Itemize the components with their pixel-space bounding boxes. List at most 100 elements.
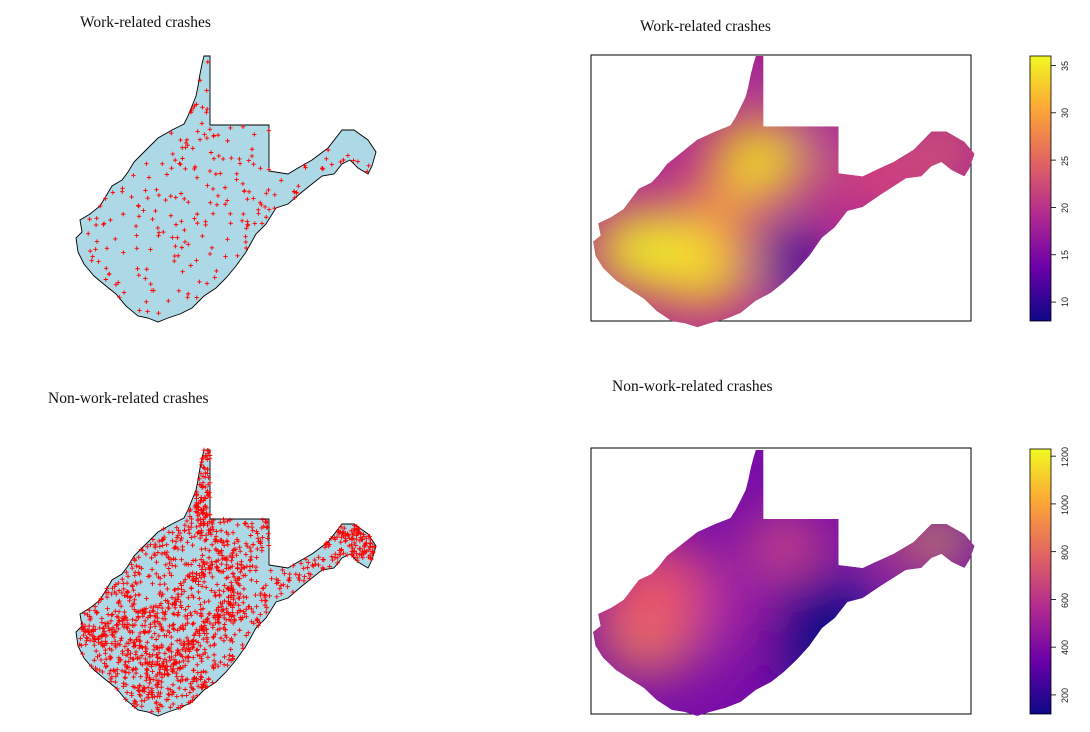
crash-marker	[195, 652, 201, 658]
crash-marker	[363, 535, 369, 541]
crash-marker	[346, 543, 352, 549]
crash-marker	[205, 106, 210, 112]
crash-marker	[203, 219, 208, 224]
crash-marker	[179, 245, 185, 250]
crash-marker	[204, 505, 210, 511]
crash-marker	[139, 653, 145, 659]
crash-marker	[222, 654, 227, 660]
crash-marker	[187, 514, 193, 519]
crash-marker	[206, 611, 212, 617]
crash-marker	[193, 509, 199, 515]
crash-marker	[158, 627, 164, 632]
crash-marker	[179, 693, 185, 699]
crash-marker	[282, 571, 287, 576]
work-density-legend	[1029, 55, 1056, 322]
crash-marker	[143, 276, 148, 281]
crash-marker	[213, 620, 218, 626]
crash-marker	[246, 189, 252, 195]
crash-marker	[197, 516, 203, 522]
crash-marker	[201, 559, 207, 565]
crash-marker	[290, 589, 296, 595]
state-outline	[75, 55, 377, 323]
crash-marker	[210, 622, 216, 628]
crash-marker	[189, 108, 194, 114]
crash-marker	[244, 563, 250, 569]
crash-marker	[124, 624, 130, 630]
crash-marker	[106, 272, 112, 277]
crash-marker	[200, 511, 206, 516]
crash-marker	[211, 134, 216, 139]
crash-marker	[227, 588, 233, 593]
crash-marker	[154, 645, 160, 650]
crash-marker	[197, 523, 203, 529]
crash-marker	[296, 575, 301, 581]
crash-marker	[244, 543, 250, 549]
crash-marker	[182, 227, 187, 233]
crash-marker	[98, 641, 104, 647]
crash-marker	[198, 656, 204, 662]
crash-marker	[119, 668, 125, 674]
crash-marker	[203, 452, 208, 458]
title-nonwork-points: Non-work-related crashes	[48, 390, 209, 407]
crash-marker	[168, 193, 173, 199]
crash-marker	[210, 517, 216, 523]
crash-marker	[98, 203, 103, 209]
crash-marker	[243, 614, 249, 620]
crash-marker	[176, 527, 181, 533]
crash-marker	[144, 161, 149, 166]
crash-marker	[249, 606, 254, 612]
crash-marker	[194, 258, 199, 263]
crash-marker	[248, 554, 254, 560]
crash-marker	[173, 243, 178, 249]
crash-marker	[196, 596, 202, 601]
crash-marker	[178, 162, 183, 167]
crash-marker	[199, 529, 204, 535]
crash-marker	[237, 544, 243, 550]
crash-marker	[144, 267, 149, 272]
crash-marker	[208, 150, 214, 155]
legend-tick-label: 15	[1060, 250, 1070, 261]
crash-marker	[243, 239, 248, 245]
crash-marker	[251, 162, 256, 167]
crash-marker	[143, 649, 148, 655]
crash-marker	[141, 684, 147, 690]
legend-colorbar	[1029, 55, 1052, 322]
crash-marker	[115, 660, 121, 665]
crash-marker	[170, 530, 176, 536]
crash-marker	[117, 295, 122, 300]
crash-marker	[185, 658, 191, 664]
crash-marker	[139, 698, 145, 704]
crash-marker	[131, 700, 137, 706]
crash-marker	[201, 627, 207, 633]
crash-marker	[197, 535, 203, 541]
crash-marker	[206, 555, 212, 561]
crash-marker	[303, 165, 308, 170]
crash-marker	[256, 539, 262, 545]
crash-marker	[183, 655, 189, 661]
crash-marker	[337, 548, 343, 553]
crash-marker	[242, 565, 247, 571]
crash-marker	[172, 258, 177, 264]
crash-marker	[162, 672, 167, 678]
crash-marker	[166, 566, 172, 571]
crash-marker	[246, 158, 252, 163]
crash-marker	[161, 662, 167, 668]
crash-marker	[119, 576, 125, 582]
crash-marker	[219, 603, 225, 609]
crash-marker	[90, 254, 95, 259]
crash-marker	[188, 524, 194, 530]
crash-marker	[188, 585, 194, 591]
crash-marker	[198, 623, 204, 629]
crash-marker	[194, 576, 199, 582]
crash-marker	[194, 175, 200, 180]
crash-marker	[346, 532, 351, 538]
crash-marker	[130, 667, 135, 673]
crash-marker	[250, 563, 255, 569]
crash-marker	[237, 582, 243, 588]
crash-marker	[228, 658, 234, 663]
crash-marker	[186, 530, 192, 536]
crash-marker	[225, 198, 230, 203]
crash-marker	[269, 576, 274, 582]
crash-marker	[166, 529, 172, 535]
crash-marker	[165, 605, 171, 611]
